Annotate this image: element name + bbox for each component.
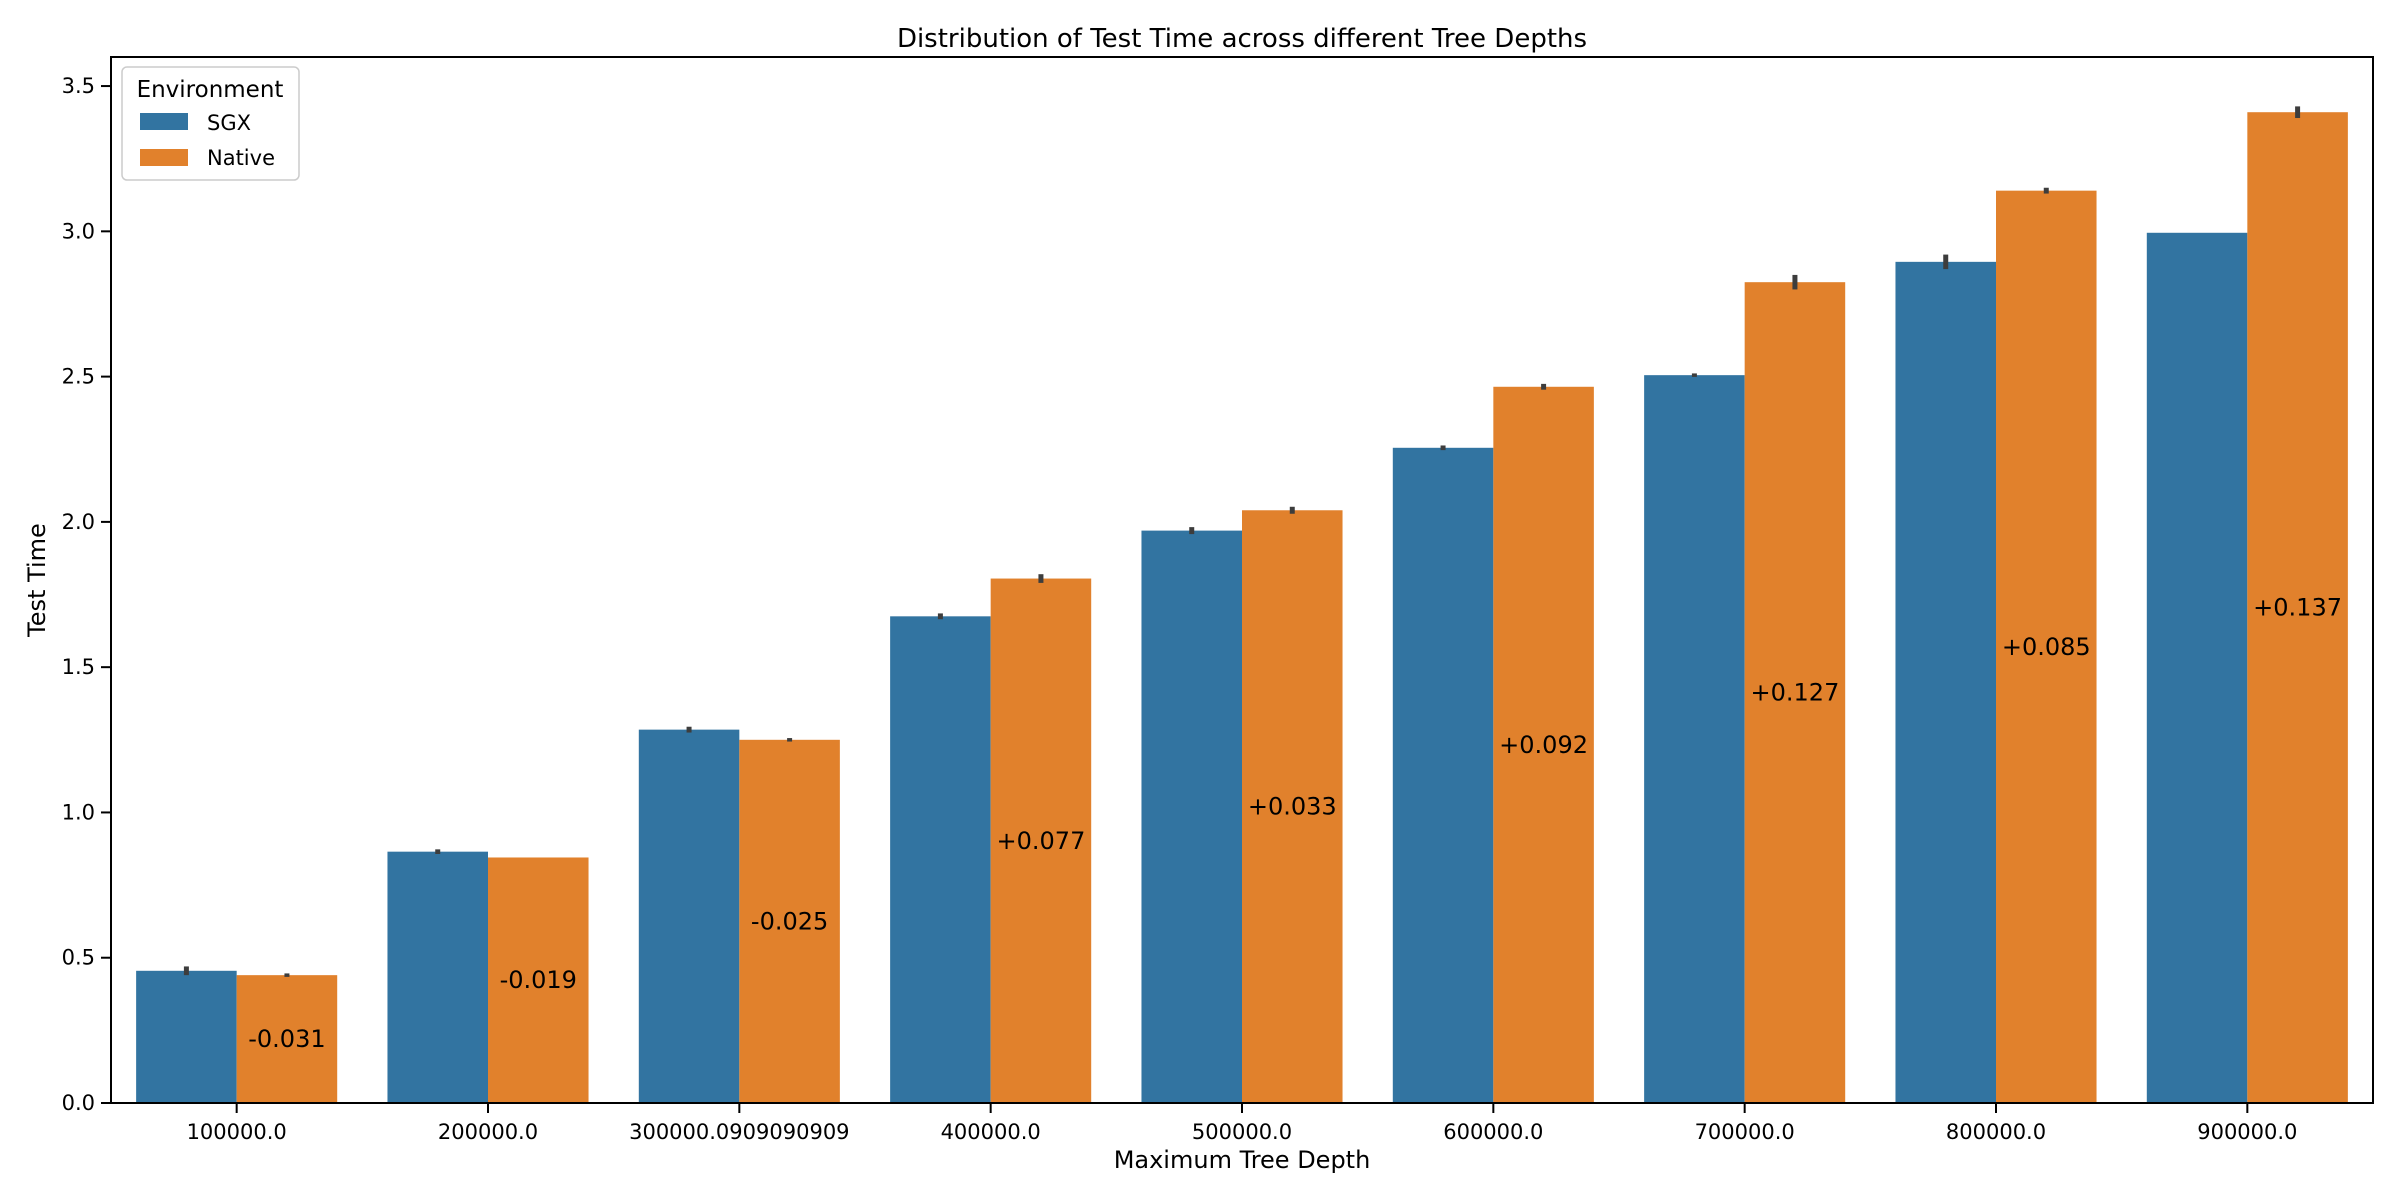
legend: Environment SGX Native xyxy=(121,66,300,181)
bar-sgx-8 xyxy=(2146,232,2248,1103)
bar-native-7 xyxy=(1996,190,2097,1104)
bar-annotation-3: +0.077 xyxy=(997,827,1086,855)
legend-label-sgx: SGX xyxy=(207,111,251,135)
bar-annotation-6: +0.127 xyxy=(1751,679,1840,707)
bar-native-1 xyxy=(488,857,589,1103)
plot-area: -0.031 -0.019 -0.025 +0.077 +0.033 +0.092 +0.1… xyxy=(136,106,2348,1104)
bar-native-3 xyxy=(990,578,1092,1103)
bar-sgx-1 xyxy=(387,851,488,1103)
legend-swatch-sgx xyxy=(140,113,188,130)
legend-label-native: Native xyxy=(207,146,275,170)
bar-sgx-0 xyxy=(136,970,237,1103)
bar-sgx-2 xyxy=(638,729,740,1103)
legend-title: Environment xyxy=(137,77,284,103)
x-tick-label-4: 500000.0 xyxy=(1192,1120,1292,1144)
bar-annotation-5: +0.092 xyxy=(1499,731,1588,759)
bar-native-6 xyxy=(1744,282,1846,1103)
x-tick-label-3: 400000.0 xyxy=(941,1120,1041,1144)
chart-title: Distribution of Test Time across differe… xyxy=(897,24,1587,54)
bar-native-4 xyxy=(1242,510,1343,1103)
bar-native-8 xyxy=(2247,112,2348,1103)
bar-annotation-1: -0.019 xyxy=(500,966,577,994)
bar-annotation-4: +0.033 xyxy=(1248,793,1337,821)
bar-native-0 xyxy=(236,975,338,1103)
y-tick-label-0: 0.0 xyxy=(62,1091,95,1115)
y-tick-label-2: 1.0 xyxy=(62,800,95,824)
y-tick-label-1: 0.5 xyxy=(62,946,95,970)
bar-sgx-5 xyxy=(1392,447,1494,1103)
bar-sgx-6 xyxy=(1644,375,1745,1103)
bar-sgx-3 xyxy=(890,616,991,1103)
bar-sgx-4 xyxy=(1141,530,1242,1103)
bar-annotation-8: +0.137 xyxy=(2253,594,2342,622)
bar-annotation-2: -0.025 xyxy=(751,907,828,935)
legend-swatch-native xyxy=(140,149,188,166)
x-axis: 100000.0 200000.0 300000.0909090909 400000.… xyxy=(187,1103,2297,1144)
x-tick-label-5: 600000.0 xyxy=(1443,1120,1543,1144)
bar-sgx-7 xyxy=(1895,261,1996,1103)
x-tick-label-8: 900000.0 xyxy=(2197,1120,2297,1144)
y-tick-label-5: 2.5 xyxy=(62,365,95,389)
x-tick-label-6: 700000.0 xyxy=(1695,1120,1795,1144)
x-axis-label: Maximum Tree Depth xyxy=(1114,1146,1371,1174)
y-tick-label-3: 1.5 xyxy=(62,655,95,679)
bar-annotation-7: +0.085 xyxy=(2002,633,2091,661)
y-axis-label: Test Time xyxy=(23,523,51,638)
y-axis: 0.0 0.5 1.0 1.5 2.0 2.5 3.0 3.5 xyxy=(62,74,111,1115)
y-tick-label-7: 3.5 xyxy=(62,74,95,98)
x-tick-label-0: 100000.0 xyxy=(187,1120,287,1144)
x-tick-label-7: 800000.0 xyxy=(1946,1120,2046,1144)
y-tick-label-6: 3.0 xyxy=(62,219,95,243)
x-tick-label-2: 300000.0909090909 xyxy=(629,1120,849,1144)
x-tick-label-1: 200000.0 xyxy=(438,1120,538,1144)
bar-annotation-0: -0.031 xyxy=(248,1025,325,1053)
bar-native-5 xyxy=(1493,386,1594,1104)
y-tick-label-4: 2.0 xyxy=(62,510,95,534)
bar-native-2 xyxy=(739,739,840,1103)
